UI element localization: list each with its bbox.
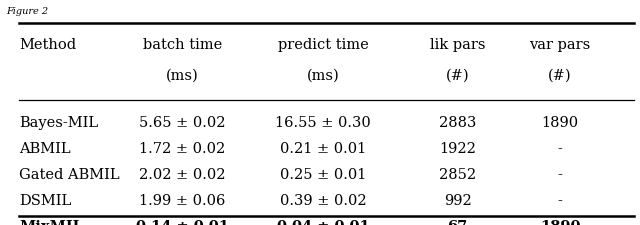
Text: 0.21 ± 0.01: 0.21 ± 0.01	[280, 142, 366, 155]
Text: (#): (#)	[446, 68, 469, 82]
Text: Method: Method	[19, 38, 76, 52]
Text: 992: 992	[444, 193, 472, 207]
Text: 5.65 ± 0.02: 5.65 ± 0.02	[139, 116, 226, 130]
Text: 0.25 ± 0.01: 0.25 ± 0.01	[280, 167, 366, 181]
Text: 2.02 ± 0.02: 2.02 ± 0.02	[139, 167, 226, 181]
Text: -: -	[557, 167, 563, 181]
Text: -: -	[557, 142, 563, 155]
Text: 0.04 ± 0.01: 0.04 ± 0.01	[277, 219, 369, 225]
Text: 1890: 1890	[540, 219, 580, 225]
Text: (ms): (ms)	[307, 68, 340, 82]
Text: 2852: 2852	[439, 167, 476, 181]
Text: -: -	[557, 193, 563, 207]
Text: 0.39 ± 0.02: 0.39 ± 0.02	[280, 193, 367, 207]
Text: batch time: batch time	[143, 38, 222, 52]
Text: 1890: 1890	[541, 116, 579, 130]
Text: MixMIL: MixMIL	[19, 219, 83, 225]
Text: Figure 2: Figure 2	[6, 7, 49, 16]
Text: lik pars: lik pars	[430, 38, 485, 52]
Text: 67: 67	[447, 219, 468, 225]
Text: var pars: var pars	[529, 38, 591, 52]
Text: ABMIL: ABMIL	[19, 142, 71, 155]
Text: predict time: predict time	[278, 38, 369, 52]
Text: Bayes-MIL: Bayes-MIL	[19, 116, 99, 130]
Text: 1.99 ± 0.06: 1.99 ± 0.06	[140, 193, 225, 207]
Text: (#): (#)	[548, 68, 572, 82]
Text: 1.72 ± 0.02: 1.72 ± 0.02	[140, 142, 225, 155]
Text: 0.14 ± 0.01: 0.14 ± 0.01	[136, 219, 229, 225]
Text: Gated ABMIL: Gated ABMIL	[19, 167, 120, 181]
Text: 2883: 2883	[439, 116, 476, 130]
Text: 16.55 ± 0.30: 16.55 ± 0.30	[275, 116, 371, 130]
Text: 1922: 1922	[439, 142, 476, 155]
Text: (ms): (ms)	[166, 68, 199, 82]
Text: DSMIL: DSMIL	[19, 193, 72, 207]
